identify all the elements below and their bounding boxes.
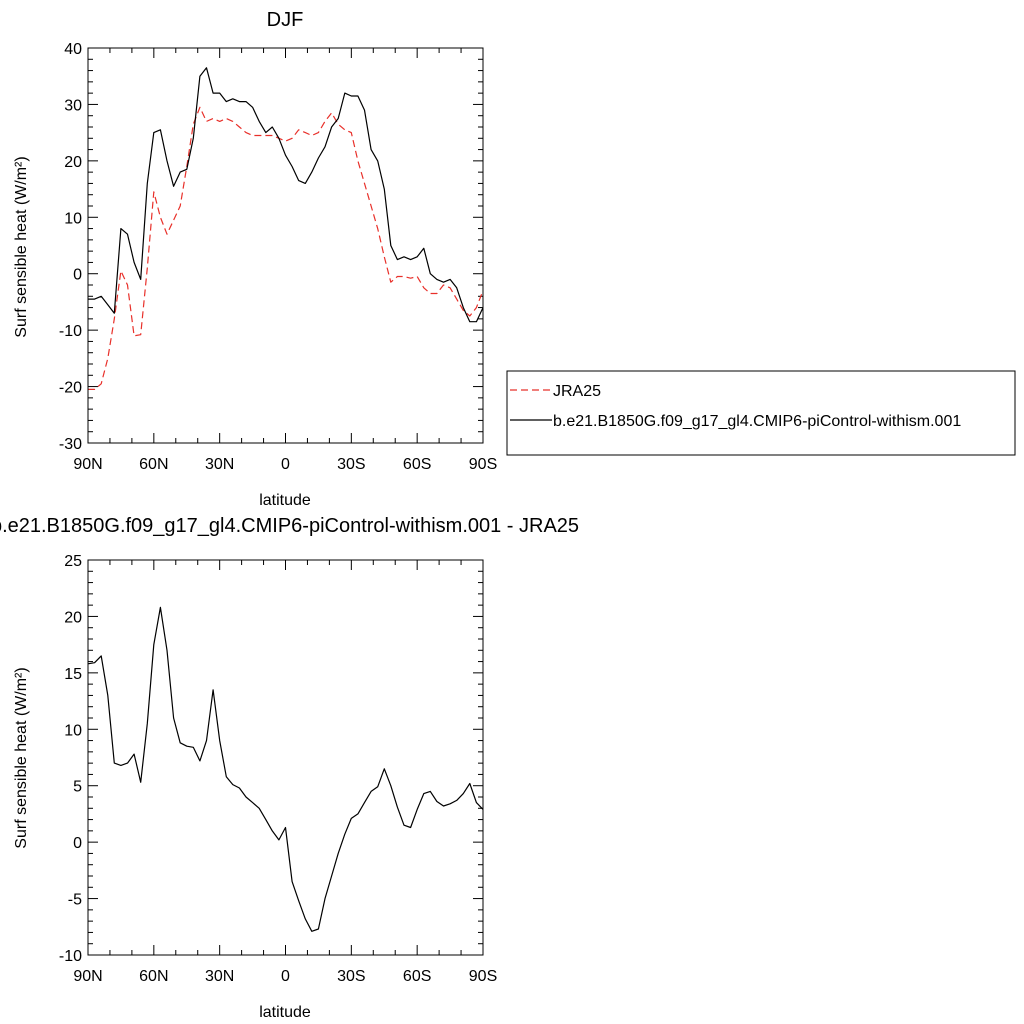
bottom-x-tick-label: 0 (281, 968, 290, 985)
bottom-y-tick-label: 25 (64, 553, 82, 570)
bottom-y-tick-label: 0 (73, 835, 82, 852)
legend-label-model: b.e21.B1850G.f09_g17_gl4.CMIP6-piControl… (553, 413, 961, 430)
legend-box (506, 370, 1016, 456)
top-x-tick-label: 90S (469, 456, 497, 473)
top-y-tick-label: 30 (64, 97, 82, 114)
top-x-tick-label: 90N (73, 456, 102, 473)
bottom-x-tick-label: 90S (469, 968, 497, 985)
top-y-tick-label: -20 (59, 380, 82, 397)
top-panel: DJF Surf sensible heat (W/m²) latitude -… (13, 9, 497, 509)
bottom-y-tick-label: 15 (64, 666, 82, 683)
top-y-axis-label: Surf sensible heat (W/m²) (13, 156, 30, 337)
top-x-tick-label: 60N (139, 456, 168, 473)
top-plot-frame (87, 47, 484, 444)
top-x-axis-label: latitude (259, 492, 311, 509)
bottom-y-axis-label: Surf sensible heat (W/m²) (13, 667, 30, 848)
bottom-x-tick-label: 30S (337, 968, 365, 985)
top-x-tick-label: 30S (337, 456, 365, 473)
top-chart-title: DJF (267, 9, 304, 31)
bottom-x-tick-label: 60N (139, 968, 168, 985)
legend: JRA25 b.e21.B1850G.f09_g17_gl4.CMIP6-piC… (506, 370, 1016, 456)
top-y-tick-label: -10 (59, 323, 82, 340)
bottom-y-tick-label: 10 (64, 722, 82, 739)
bottom-panel: b.e21.B1850G.f09_g17_gl4.CMIP6-piControl… (0, 515, 579, 1021)
top-y-tick-label: 20 (64, 154, 82, 171)
bottom-series-line-0 (87, 606, 484, 932)
top-x-tick-label: 0 (281, 456, 290, 473)
top-x-tick-label: 60S (403, 456, 431, 473)
top-y-tick-label: -30 (59, 436, 82, 453)
bottom-y-tick-label: -5 (68, 892, 82, 909)
bottom-x-tick-label: 60S (403, 968, 431, 985)
top-y-tick-label: 40 (64, 41, 82, 58)
bottom-x-tick-label: 30N (205, 968, 234, 985)
legend-label-jra25: JRA25 (553, 383, 601, 400)
top-series-line-0 (88, 106, 484, 390)
top-series-line-1 (88, 67, 484, 323)
top-x-tick-label: 30N (205, 456, 234, 473)
top-y-tick-label: 0 (73, 267, 82, 284)
bottom-y-tick-label: 5 (73, 779, 82, 796)
bottom-chart-title: b.e21.B1850G.f09_g17_gl4.CMIP6-piControl… (0, 515, 579, 537)
bottom-y-tick-label: 20 (64, 609, 82, 626)
bottom-plot-frame (87, 559, 484, 956)
bottom-y-tick-label: -10 (59, 948, 82, 965)
bottom-x-tick-label: 90N (73, 968, 102, 985)
top-y-tick-label: 10 (64, 210, 82, 227)
bottom-x-axis-label: latitude (259, 1004, 311, 1021)
